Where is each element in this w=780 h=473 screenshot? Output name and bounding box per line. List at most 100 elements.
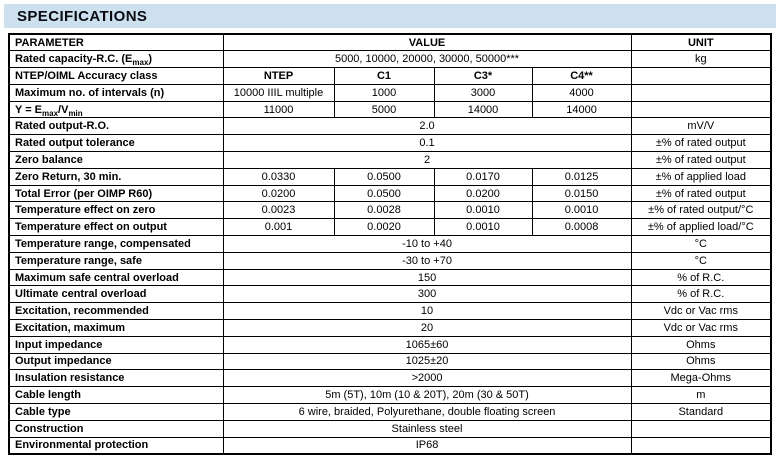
unit-cell: Vdc or Vac rms	[630, 319, 772, 337]
value-cell: C1	[333, 67, 435, 85]
table-row: Zero Return, 30 min. 0.0330 0.0500 0.0170 0.…	[8, 167, 772, 186]
value-cell: C4**	[531, 67, 632, 85]
unit-cell: Mega-Ohms	[630, 369, 772, 388]
table-row: Maximum safe central overload 150% of R.C…	[8, 268, 772, 287]
unit-cell: ±% of rated output	[630, 151, 772, 169]
table-row: NTEP/OIML Accuracy class NTEP C1 C3* C4**	[8, 67, 772, 85]
parameter-cell: Maximum safe central overload	[8, 268, 224, 287]
value-cell: 0.001	[222, 218, 335, 237]
table-row: Y = Emax/Vmin 11000 5000 14000 14000	[8, 100, 772, 119]
value-cell: 0.0010	[531, 201, 632, 220]
unit-cell: ±% of rated output	[630, 184, 772, 203]
table-header-row: PARAMETER VALUE UNIT	[8, 33, 772, 52]
value-cell: 3000	[433, 83, 533, 102]
table-row: Rated capacity-R.C. (Emax) 5000, 10000, 2…	[8, 50, 772, 69]
value-cell: 0.0023	[222, 201, 335, 220]
parameter-cell: Excitation, recommended	[8, 302, 224, 321]
parameter-cell: Temperature effect on zero	[8, 201, 224, 220]
table-row: Excitation, maximum 20 Vdc or Vac rms	[8, 319, 772, 337]
parameter-cell: Maximum no. of intervals (n)	[8, 83, 224, 102]
unit-cell: kg	[630, 50, 772, 69]
value-cell: 0.0330	[222, 167, 335, 186]
value-cell: Stainless steel	[222, 419, 632, 438]
table-row: Excitation, recommended 10 Vdc or Vac rms	[8, 302, 772, 321]
unit-cell	[630, 100, 772, 119]
unit-cell	[630, 436, 772, 455]
unit-cell: % of R.C.	[630, 285, 772, 304]
value-cell: 1000	[333, 83, 435, 102]
parameter-cell: Ultimate central overload	[8, 285, 224, 304]
parameter-cell: Total Error (per OIMP R60)	[8, 184, 224, 203]
parameter-cell: Environmental protection	[8, 436, 224, 455]
unit-cell: Ohms	[630, 352, 772, 371]
value-cell: 5000, 10000, 20000, 30000, 50000***	[222, 50, 632, 69]
value-cell: -30 to +70	[222, 251, 632, 270]
unit-cell: m	[630, 386, 772, 405]
value-cell: 11000	[222, 100, 335, 119]
value-cell: 0.0028	[333, 201, 435, 220]
parameter-cell: Zero Return, 30 min.	[8, 167, 224, 186]
spec-table-body: Rated capacity-R.C. (Emax) 5000, 10000, 2…	[8, 50, 772, 455]
table-row: Ultimate central overload 300% of R.C.	[8, 285, 772, 304]
table-row: Cable type 6 wire, braided, Polyurethane,…	[8, 403, 772, 421]
table-row: Insulation resistance >2000 Mega-Ohms	[8, 369, 772, 388]
value-cell: 5000	[333, 100, 435, 119]
parameter-cell: Insulation resistance	[8, 369, 224, 388]
table-row: Input impedance 1065±60 Ohms	[8, 335, 772, 354]
table-row: Cable length 5m (5T), 10m (10 & 20T), 20m…	[8, 386, 772, 405]
parameter-cell: Cable type	[8, 403, 224, 421]
unit-cell: ±% of rated output/°C	[630, 201, 772, 220]
value-cell: 2.0	[222, 117, 632, 136]
value-cell: 300	[222, 285, 632, 304]
value-cell: 0.1	[222, 134, 632, 153]
unit-cell: °C	[630, 251, 772, 270]
unit-cell: Vdc or Vac rms	[630, 302, 772, 321]
parameter-cell: Temperature range, compensated	[8, 235, 224, 253]
parameter-cell: Rated output-R.O.	[8, 117, 224, 136]
table-row: Environmental protection IP68	[8, 436, 772, 455]
value-cell: 5m (5T), 10m (10 & 20T), 20m (30 & 50T)	[222, 386, 632, 405]
parameter-cell: Output impedance	[8, 352, 224, 371]
unit-cell: Standard	[630, 403, 772, 421]
parameter-cell: Temperature range, safe	[8, 251, 224, 270]
value-cell: 0.0008	[531, 218, 632, 237]
unit-cell: ±% of applied load	[630, 167, 772, 186]
value-cell: NTEP	[222, 67, 335, 85]
value-cell: 14000	[433, 100, 533, 119]
unit-cell: % of R.C.	[630, 268, 772, 287]
column-header-parameter: PARAMETER	[8, 33, 224, 52]
parameter-cell: Cable length	[8, 386, 224, 405]
parameter-cell: NTEP/OIML Accuracy class	[8, 67, 224, 85]
parameter-cell: Temperature effect on output	[8, 218, 224, 237]
value-cell: 0.0500	[333, 167, 435, 186]
table-row: Temperature range, safe -30 to +70 °C	[8, 251, 772, 270]
parameter-cell: Input impedance	[8, 335, 224, 354]
table-row: Rated output-R.O. 2.0 mV/V	[8, 117, 772, 136]
value-cell: 0.0200	[433, 184, 533, 203]
value-cell: 0.0010	[433, 218, 533, 237]
value-cell: 4000	[531, 83, 632, 102]
value-cell: 0.0150	[531, 184, 632, 203]
parameter-cell: Rated output tolerance	[8, 134, 224, 153]
table-row: Zero balance 2 ±% of rated output	[8, 151, 772, 169]
value-cell: 1025±20	[222, 352, 632, 371]
page-title: SPECIFICATIONS	[17, 7, 148, 25]
table-row: Total Error (per OIMP R60) 0.0200 0.0500 0.…	[8, 184, 772, 203]
value-cell: 0.0500	[333, 184, 435, 203]
table-row: Output impedance 1025±20 Ohms	[8, 352, 772, 371]
table-row: Temperature effect on zero 0.0023 0.0028 0.…	[8, 201, 772, 220]
unit-cell: Ohms	[630, 335, 772, 354]
value-cell: C3*	[433, 67, 533, 85]
value-cell: 0.0125	[531, 167, 632, 186]
column-header-unit: UNIT	[630, 33, 772, 52]
value-cell: 1065±60	[222, 335, 632, 354]
unit-cell	[630, 419, 772, 438]
unit-cell: ±% of rated output	[630, 134, 772, 153]
unit-cell	[630, 67, 772, 85]
table-row: Construction Stainless steel	[8, 419, 772, 438]
unit-cell: ±% of applied load/°C	[630, 218, 772, 237]
section-header-bar: SPECIFICATIONS	[4, 4, 776, 28]
value-cell: -10 to +40	[222, 235, 632, 253]
table-row: Temperature effect on output 0.001 0.0020 0…	[8, 218, 772, 237]
value-cell: 0.0200	[222, 184, 335, 203]
